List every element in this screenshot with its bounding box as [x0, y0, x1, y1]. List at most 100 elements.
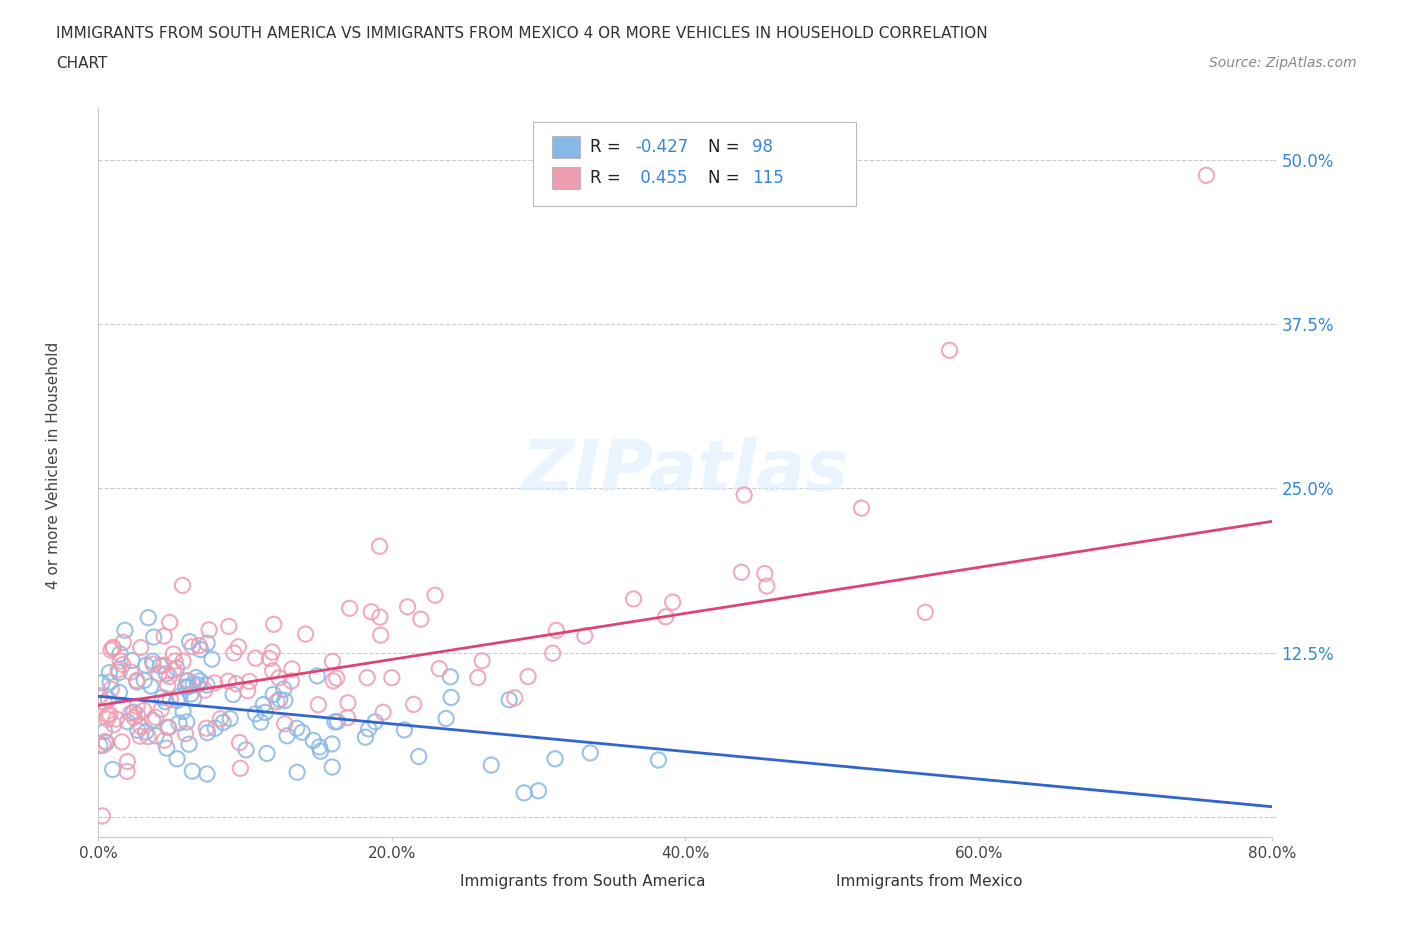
Point — [180, 686, 202, 701]
Point — [228, 639, 250, 654]
Point — [544, 751, 567, 766]
Text: 115: 115 — [752, 168, 785, 187]
Point — [274, 693, 297, 708]
Point — [228, 735, 250, 750]
Point — [281, 661, 304, 676]
Point — [153, 733, 176, 748]
Point — [262, 687, 284, 702]
FancyBboxPatch shape — [426, 872, 454, 890]
Point — [93, 724, 115, 739]
Point — [188, 638, 211, 653]
Point — [273, 716, 295, 731]
Point — [156, 720, 179, 735]
Point — [117, 714, 139, 729]
Point — [166, 751, 188, 766]
Point — [177, 679, 200, 694]
Point — [198, 622, 221, 637]
Point — [125, 674, 148, 689]
Point — [101, 640, 124, 655]
Point — [754, 566, 776, 581]
Point — [938, 343, 960, 358]
Point — [322, 673, 344, 688]
Point — [236, 684, 259, 698]
Point — [647, 752, 669, 767]
Point — [204, 675, 226, 690]
Point — [94, 734, 117, 749]
FancyBboxPatch shape — [533, 122, 856, 206]
Point — [100, 682, 122, 697]
Point — [364, 714, 387, 729]
Point — [129, 729, 152, 744]
Point — [302, 733, 325, 748]
Point — [479, 758, 502, 773]
Point — [142, 713, 165, 728]
Point — [323, 714, 346, 729]
Point — [218, 619, 240, 634]
Text: -0.427: -0.427 — [636, 138, 688, 156]
Point — [219, 711, 242, 726]
Point — [252, 698, 274, 712]
Point — [121, 653, 143, 668]
Point — [142, 630, 165, 644]
Point — [755, 578, 778, 593]
Point — [98, 707, 121, 722]
Point — [307, 669, 329, 684]
Point — [263, 617, 285, 631]
Point — [89, 688, 111, 703]
Point — [336, 696, 359, 711]
Point — [222, 687, 245, 702]
Point — [96, 736, 118, 751]
Point — [91, 808, 114, 823]
Point — [730, 565, 752, 579]
Point — [336, 711, 359, 725]
Point — [269, 692, 291, 707]
Point — [155, 667, 177, 682]
Point — [914, 604, 936, 619]
Point — [321, 737, 343, 751]
Point — [159, 615, 181, 630]
Text: Immigrants from South America: Immigrants from South America — [460, 874, 706, 889]
Point — [291, 724, 314, 739]
Point — [339, 601, 361, 616]
Point — [150, 690, 173, 705]
Point — [117, 754, 139, 769]
Point — [155, 695, 177, 710]
Point — [259, 651, 281, 666]
Text: Immigrants from Mexico: Immigrants from Mexico — [835, 874, 1022, 889]
Point — [371, 705, 394, 720]
Point — [245, 707, 267, 722]
Point — [245, 651, 267, 666]
Point — [285, 764, 308, 779]
Point — [136, 610, 159, 625]
Point — [174, 726, 197, 741]
Point — [513, 786, 536, 801]
Point — [186, 677, 208, 692]
Point — [148, 667, 170, 682]
Point — [225, 676, 247, 691]
Point — [179, 634, 201, 649]
Point — [280, 673, 302, 688]
Point — [162, 646, 184, 661]
Point — [308, 739, 330, 754]
Point — [169, 689, 191, 704]
Point — [309, 744, 332, 759]
Point — [195, 721, 218, 736]
Point — [91, 737, 114, 752]
Point — [112, 635, 135, 650]
Point — [471, 653, 494, 668]
Point — [91, 675, 114, 690]
Point — [166, 693, 188, 708]
Point — [111, 658, 134, 672]
Point — [125, 673, 148, 688]
Point — [177, 673, 200, 688]
Point — [176, 673, 198, 688]
Point — [136, 729, 159, 744]
Text: CHART: CHART — [56, 56, 108, 71]
Point — [145, 728, 167, 743]
Point — [217, 673, 239, 688]
Point — [96, 708, 118, 723]
Point — [356, 671, 378, 685]
Point — [423, 588, 446, 603]
Point — [273, 682, 295, 697]
Point — [184, 670, 207, 684]
